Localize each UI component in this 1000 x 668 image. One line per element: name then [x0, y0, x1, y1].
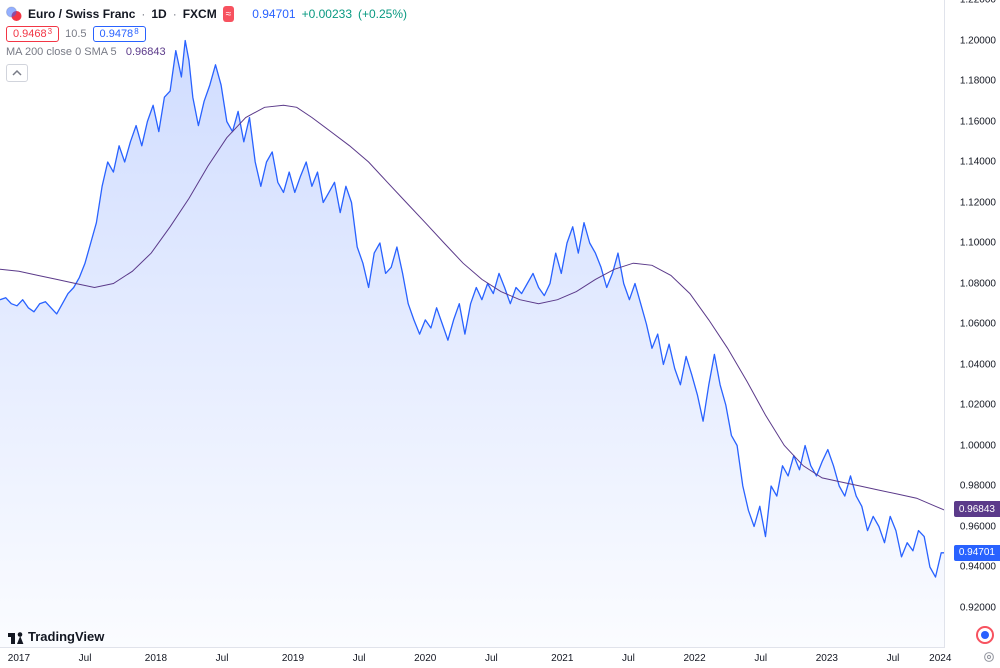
x-tick-label: Jul	[887, 653, 900, 664]
x-tick-label: Jul	[216, 653, 229, 664]
bid-ask-row: 0.94683 10.5 0.94788	[6, 26, 146, 42]
x-tick-label: 2019	[282, 653, 304, 664]
y-tick-label: 0.98000	[960, 481, 996, 492]
x-tick-label: 2017	[8, 653, 30, 664]
y-tick-label: 1.20000	[960, 35, 996, 46]
x-tick-label: 2023	[816, 653, 838, 664]
indicator-label: MA 200 close 0 SMA 5	[6, 46, 117, 58]
x-tick-label: 2018	[145, 653, 167, 664]
x-tick-label: Jul	[353, 653, 366, 664]
x-tick-label: 2024	[929, 653, 951, 664]
y-tick-label: 1.12000	[960, 197, 996, 208]
y-tick-label: 1.22000	[960, 0, 996, 6]
y-tick-label: 1.18000	[960, 76, 996, 87]
y-tick-label: 0.94000	[960, 562, 996, 573]
y-tick-label: 0.96000	[960, 521, 996, 532]
last-price-tag: 0.94701	[954, 545, 1000, 561]
target-button[interactable]	[976, 626, 994, 644]
x-tick-label: Jul	[79, 653, 92, 664]
indicator-row[interactable]: MA 200 close 0 SMA 5 0.96843	[6, 46, 166, 58]
spread-value: 10.5	[65, 28, 86, 40]
ask-sup: 8	[134, 27, 138, 36]
provider-label: FXCM	[183, 7, 217, 21]
bid-sup: 3	[48, 27, 52, 36]
separator: ·	[173, 7, 177, 21]
last-price: 0.94701	[252, 7, 295, 21]
collapse-button[interactable]	[6, 64, 28, 82]
ask-box[interactable]: 0.94788	[93, 26, 146, 42]
chevron-up-icon	[12, 69, 22, 77]
y-tick-label: 1.14000	[960, 157, 996, 168]
separator: ·	[141, 7, 145, 21]
symbol-header: Euro / Swiss Franc · 1D · FXCM ≈ 0.94701…	[6, 6, 407, 22]
x-tick-label: 2022	[683, 653, 705, 664]
change-abs: +0.00233	[302, 7, 352, 21]
y-tick-label: 0.92000	[960, 602, 996, 613]
bid-box[interactable]: 0.94683	[6, 26, 59, 42]
tradingview-icon	[8, 630, 24, 644]
realtime-pill: ≈	[223, 6, 235, 22]
brand-logo[interactable]: TradingView	[8, 629, 104, 644]
x-tick-label: Jul	[622, 653, 635, 664]
x-tick-label: Jul	[485, 653, 498, 664]
x-tick-label: 2020	[414, 653, 436, 664]
y-tick-label: 1.06000	[960, 319, 996, 330]
price-chart[interactable]	[0, 0, 1000, 668]
x-tick-label: 2021	[551, 653, 573, 664]
x-axis-line	[0, 647, 945, 648]
bid-value: 0.9468	[13, 28, 47, 40]
brand-text: TradingView	[28, 629, 104, 644]
ma-price-tag: 0.96843	[954, 501, 1000, 517]
target-icon	[981, 631, 989, 639]
indicator-value: 0.96843	[126, 46, 166, 58]
y-tick-label: 1.04000	[960, 359, 996, 370]
y-tick-label: 1.16000	[960, 116, 996, 127]
chart-container: Euro / Swiss Franc · 1D · FXCM ≈ 0.94701…	[0, 0, 1000, 668]
y-tick-label: 1.08000	[960, 278, 996, 289]
y-tick-label: 1.00000	[960, 440, 996, 451]
change-pct: (+0.25%)	[358, 7, 407, 21]
gear-icon	[982, 650, 996, 664]
y-tick-label: 1.10000	[960, 238, 996, 249]
ask-value: 0.9478	[100, 28, 134, 40]
interval-label[interactable]: 1D	[151, 7, 166, 21]
symbol-icon	[6, 6, 22, 22]
symbol-title[interactable]: Euro / Swiss Franc	[28, 7, 135, 21]
y-tick-label: 1.02000	[960, 400, 996, 411]
settings-button[interactable]	[982, 650, 996, 664]
y-axis-line	[944, 0, 945, 648]
x-tick-label: Jul	[754, 653, 767, 664]
